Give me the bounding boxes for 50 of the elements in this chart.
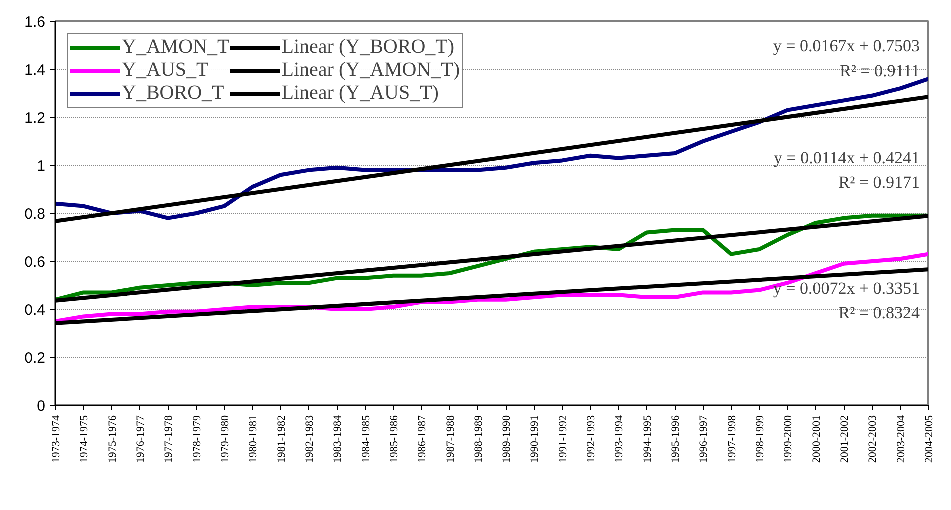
x-tick-label: 1991-1992 (557, 415, 570, 464)
x-tick-label: 1984-1985 (360, 415, 372, 464)
x-tick-label: 1979-1980 (219, 415, 232, 464)
x-tick-label: 1989-1990 (501, 415, 514, 464)
x-tick-label: 2004-2005 (924, 415, 936, 464)
legend-label: Linear (Y_AMON_T) (282, 59, 460, 82)
x-tick-label: 1980-1981 (248, 415, 260, 464)
x-tick-label: 1999-2000 (782, 415, 795, 464)
y-tick-label: 0 (37, 398, 46, 415)
x-tick-label: 1983-1984 (332, 415, 344, 464)
legend-label: Linear (Y_BORO_T) (282, 36, 455, 59)
x-tick-label: 1982-1983 (304, 415, 316, 464)
y-tick-label: 0.8 (24, 206, 46, 223)
x-tick-label: 2001-2002 (839, 415, 852, 464)
x-tick-label: 1986-1987 (416, 415, 429, 464)
x-tick-label: 1997-1998 (726, 415, 738, 464)
legend-label: Y_BORO_T (122, 82, 224, 105)
x-tick-label: 1978-1979 (191, 415, 204, 464)
y-tick-label: 1.6 (24, 14, 46, 31)
y-tick-label: 0.4 (24, 302, 46, 319)
y-tick-label: 1 (37, 158, 46, 175)
y-tick-label: 0.6 (24, 254, 46, 271)
x-tick-label: 1990-1991 (529, 415, 542, 464)
x-tick-label: 1987-1988 (444, 415, 457, 464)
annotation: y = 0.0114x + 0.4241 R² = 0.9171 (774, 148, 920, 192)
legend-label: Linear (Y_AUS_T) (282, 82, 439, 105)
x-tick-label: 1973-1974 (50, 415, 62, 464)
x-tick-label: 1977-1978 (163, 415, 176, 464)
x-tick-label: 1993-1994 (614, 415, 626, 464)
x-tick-label: 1996-1997 (698, 415, 710, 464)
x-tick-label: 1976-1977 (134, 415, 147, 464)
y-tick-label: 1.4 (24, 62, 46, 79)
legend-label: Y_AUS_T (122, 59, 209, 82)
x-tick-label: 1981-1982 (276, 415, 288, 464)
y-tick-label: 0.2 (24, 350, 46, 367)
x-tick-label: 1995-1996 (670, 415, 682, 464)
y-tick-label: 1.2 (24, 110, 46, 127)
line-series (56, 252, 928, 324)
x-tick-label: 1985-1986 (388, 415, 400, 464)
x-tick-label: 1992-1993 (586, 415, 598, 464)
x-tick-label: 1988-1989 (472, 415, 485, 464)
x-tick-label: 1975-1976 (106, 415, 119, 464)
x-tick-label: 2002-2003 (867, 415, 880, 464)
x-tick-label: 1998-1999 (754, 415, 767, 464)
x-tick-label: 1994-1995 (642, 415, 654, 464)
x-tick-label: 1974-1975 (78, 415, 91, 464)
x-tick-label: 2000-2001 (810, 415, 823, 464)
legend-label: Y_AMON_T (122, 36, 230, 59)
x-tick-label: 2003-2004 (895, 415, 908, 464)
annotation: y = 0.0167x + 0.7503 R² = 0.9111 (773, 36, 920, 80)
